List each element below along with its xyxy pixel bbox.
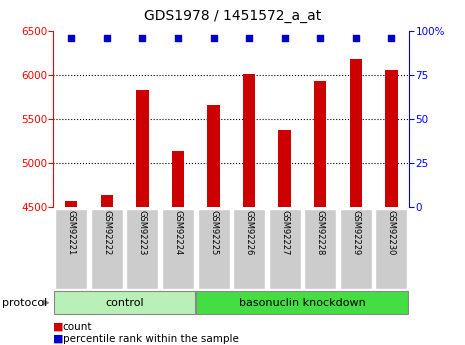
Point [246,35,253,41]
Text: GSM92229: GSM92229 [352,210,360,256]
Text: ■: ■ [53,334,64,344]
Text: GSM92227: GSM92227 [280,210,289,256]
Text: GSM92223: GSM92223 [138,210,147,256]
Text: percentile rank within the sample: percentile rank within the sample [63,334,239,344]
Bar [350,59,362,207]
Point [281,35,288,41]
FancyBboxPatch shape [269,209,301,289]
Bar [65,201,78,207]
Point [103,35,111,41]
FancyBboxPatch shape [375,209,407,289]
FancyBboxPatch shape [304,209,336,289]
FancyBboxPatch shape [54,291,195,314]
Bar [279,130,291,207]
FancyBboxPatch shape [340,209,372,289]
Point [210,35,217,41]
Point [139,35,146,41]
Text: GSM92222: GSM92222 [102,210,111,256]
Text: count: count [63,322,92,332]
Point [317,35,324,41]
Text: GSM92221: GSM92221 [67,210,76,256]
Bar [172,151,184,207]
FancyBboxPatch shape [198,209,230,289]
Bar [314,81,326,207]
Text: GSM92230: GSM92230 [387,210,396,256]
Bar [136,90,149,207]
Text: protocol: protocol [2,298,47,308]
Text: basonuclin knockdown: basonuclin knockdown [239,298,366,308]
FancyBboxPatch shape [55,209,87,289]
Text: GSM92224: GSM92224 [173,210,182,256]
Point [352,35,359,41]
FancyBboxPatch shape [197,291,408,314]
Bar [207,105,220,207]
Text: GDS1978 / 1451572_a_at: GDS1978 / 1451572_a_at [144,9,321,23]
Bar [243,74,255,207]
Text: control: control [105,298,144,308]
Point [67,35,75,41]
FancyBboxPatch shape [162,209,194,289]
Text: ■: ■ [53,322,64,332]
FancyBboxPatch shape [91,209,123,289]
Bar [100,195,113,207]
FancyBboxPatch shape [233,209,265,289]
Point [388,35,395,41]
Bar [385,70,398,207]
Text: GSM92228: GSM92228 [316,210,325,256]
Text: GSM92226: GSM92226 [245,210,253,256]
Point [174,35,182,41]
FancyBboxPatch shape [126,209,159,289]
Text: GSM92225: GSM92225 [209,210,218,256]
